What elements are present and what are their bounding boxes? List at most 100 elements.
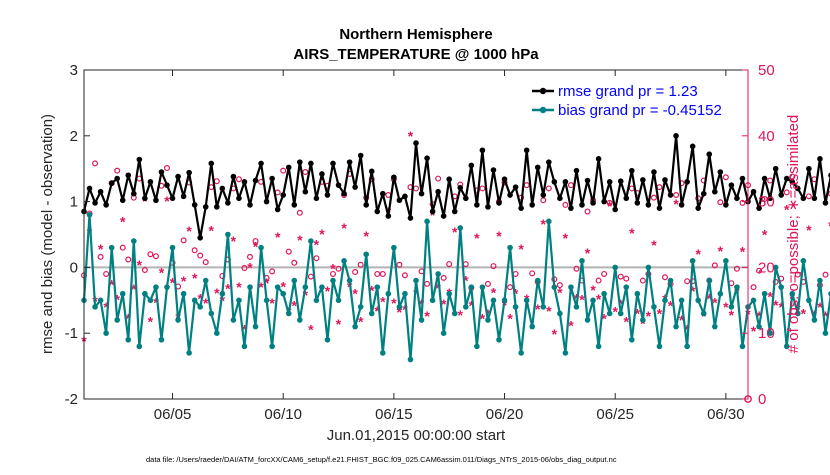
bias-point	[700, 310, 707, 317]
obs-possible-point	[750, 284, 757, 291]
obs-assimilated-point: *	[485, 306, 491, 322]
rmse-point	[623, 195, 630, 202]
rmse-point	[700, 190, 707, 197]
obs-possible-point	[152, 253, 159, 260]
rmse-point	[629, 167, 635, 174]
bias-point	[712, 323, 718, 330]
obs-assimilated-point: *	[557, 284, 563, 300]
obs-assimilated-point: *	[181, 273, 187, 289]
obs-possible-point	[601, 270, 608, 277]
bias-point	[153, 284, 159, 290]
obs-possible-point	[285, 248, 292, 255]
rmse-point	[479, 147, 486, 154]
bias-point	[247, 284, 253, 290]
bias-point	[634, 290, 641, 297]
rmse-point	[391, 174, 397, 181]
obs-assimilated-point: *	[397, 304, 403, 320]
rmse-point	[584, 177, 591, 184]
obs-assimilated-point: *	[690, 283, 696, 299]
obs-assimilated-point: *	[707, 290, 713, 306]
bias-point	[114, 317, 120, 323]
obs-assimilated-point: *	[303, 287, 309, 303]
rmse-point	[263, 198, 270, 205]
rmse-point	[534, 164, 541, 171]
rmse-point	[496, 200, 502, 206]
rmse-point	[767, 195, 773, 202]
bias-point	[302, 284, 309, 290]
rmse-point	[490, 167, 497, 173]
obs-assimilated-point: *	[729, 307, 735, 323]
obs-assimilated-point: *	[618, 296, 624, 312]
obs-possible-point	[103, 270, 110, 277]
bias-point	[783, 343, 790, 350]
obs-possible-point	[767, 177, 774, 184]
obs-assimilated-point: *	[247, 259, 253, 275]
bias-point	[208, 310, 215, 317]
bias-point	[645, 264, 652, 271]
obs-zero-marker	[744, 395, 752, 403]
bias-point	[479, 284, 486, 290]
obs-assimilated-point: *	[496, 228, 502, 244]
bias-point	[474, 343, 480, 350]
obs-assimilated-point: *	[131, 281, 137, 297]
obs-possible-point	[684, 278, 691, 285]
rmse-point	[546, 159, 552, 165]
bias-point	[806, 297, 812, 304]
obs-possible-point	[623, 275, 630, 282]
obs-possible-point	[352, 269, 359, 276]
rmse-point	[640, 177, 646, 183]
obs-possible-point	[789, 173, 796, 180]
bias-point	[468, 284, 475, 290]
obs-possible-point	[739, 199, 746, 206]
obs-assimilated-point: *	[358, 313, 364, 329]
rmse-point	[341, 190, 347, 197]
obs-assimilated-point: *	[214, 285, 220, 301]
obs-assimilated-point: *	[103, 299, 109, 315]
rmse-point	[385, 213, 392, 219]
x-axis-label: Jun.01,2015 00:00:00 start	[327, 427, 506, 444]
obs-assimilated-point: *	[673, 196, 679, 212]
rmse-point	[761, 175, 768, 182]
obs-possible-point	[606, 199, 613, 206]
bias-point	[739, 343, 746, 350]
rmse-point	[319, 171, 325, 177]
rmse-point	[186, 169, 192, 176]
obs-possible-point	[235, 176, 242, 183]
obs-assimilated-point: *	[203, 295, 209, 311]
bias-point	[496, 336, 502, 343]
bias-point	[97, 297, 104, 304]
obs-assimilated-point: *	[225, 280, 231, 296]
bias-point	[418, 317, 425, 323]
bias-point	[147, 297, 154, 304]
bias-point	[341, 258, 347, 264]
obs-assimilated-point: *	[109, 277, 115, 293]
obs-assimilated-point: *	[363, 228, 369, 244]
bias-point	[308, 238, 314, 244]
obs-assimilated-point: *	[148, 313, 154, 329]
bias-point	[689, 258, 696, 264]
bias-point	[540, 304, 547, 310]
rmse-point	[557, 195, 563, 202]
rmse-point	[335, 182, 342, 188]
bias-point	[424, 218, 430, 225]
rmse-point	[380, 190, 386, 197]
bias-point	[606, 310, 613, 317]
obs-possible-point	[540, 197, 547, 204]
obs-possible-point	[424, 280, 431, 287]
obs-assimilated-point: *	[170, 275, 176, 291]
obs-assimilated-point: *	[452, 224, 458, 240]
obs-assimilated-point: *	[695, 246, 701, 262]
bias-point	[518, 350, 524, 356]
bias-point	[330, 277, 336, 284]
obs-possible-point	[529, 270, 536, 277]
rmse-point	[269, 175, 275, 182]
bias-point	[280, 290, 287, 297]
obs-assimilated-point: *	[458, 307, 464, 323]
bias-point	[92, 304, 98, 310]
obs-assimilated-point: *	[767, 288, 773, 304]
obs-possible-point	[479, 185, 486, 192]
obs-possible-point	[374, 270, 381, 277]
rmse-point	[617, 178, 624, 185]
legend-rmse-marker	[539, 87, 547, 95]
rmse-point	[103, 202, 109, 208]
